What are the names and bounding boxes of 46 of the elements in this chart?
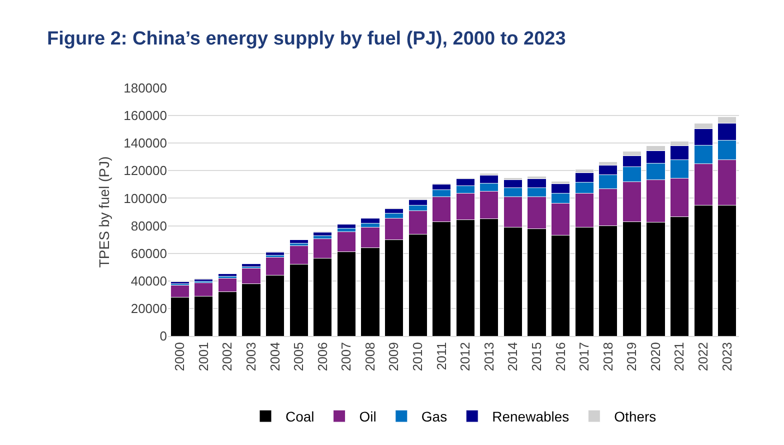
- x-tick-label: 2011: [434, 342, 449, 370]
- x-tick-label: 2008: [362, 342, 378, 372]
- x-tick-label: 2003: [243, 342, 258, 372]
- bar: [360, 218, 380, 224]
- bar: [289, 240, 308, 244]
- x-tick-label: 2016: [552, 342, 568, 372]
- legend-label: Coal: [286, 408, 314, 425]
- x-tick-label: 2001: [196, 342, 211, 372]
- x-tick-label: 2022: [696, 342, 711, 372]
- x-tick-label: 2009: [386, 342, 402, 372]
- x-tick-label: 2004: [267, 342, 282, 372]
- x-tick-label: 2005: [291, 342, 306, 372]
- x-tick-label: 2019: [624, 342, 640, 372]
- legend-label: Others: [614, 408, 656, 425]
- y-tick-label: 120000: [124, 163, 167, 178]
- x-tick-label: 2017: [576, 342, 592, 372]
- x-tick-label: 2018: [600, 342, 616, 372]
- y-tick-label: 100000: [124, 190, 167, 206]
- bar: [336, 224, 356, 229]
- legend-label: Renewables: [492, 408, 570, 425]
- x-tick-label: 2012: [458, 342, 473, 372]
- x-tick-label: 2013: [481, 342, 496, 372]
- y-tick-label: 140000: [124, 136, 167, 151]
- y-tick-label: 160000: [124, 108, 167, 124]
- y-tick-label: 180000: [124, 80, 167, 96]
- y-tick-label: 80000: [130, 218, 167, 234]
- bar: [242, 264, 261, 267]
- legend-label: Oil: [359, 408, 376, 425]
- y-tick-label: 0: [160, 328, 167, 344]
- chart-title: Figure 2: China’s energy supply by fuel (PJ), 2000 to 2023: [47, 28, 566, 50]
- x-tick-label: 2020: [648, 342, 663, 372]
- x-tick-label: 2015: [528, 342, 544, 372]
- x-tick-label: 2002: [220, 342, 235, 372]
- x-tick-label: 2023: [719, 342, 734, 372]
- x-tick-label: 2021: [672, 342, 687, 372]
- x-tick-label: 2010: [410, 342, 426, 372]
- x-tick-label: 2014: [505, 342, 520, 372]
- legend-label: Gas: [421, 408, 448, 425]
- x-tick-label: 2007: [338, 342, 354, 372]
- y-tick-label: 40000: [130, 273, 167, 288]
- y-tick-label: 60000: [130, 246, 167, 261]
- y-axis-title: TPES by fuel (PJ): [96, 156, 112, 268]
- x-tick-label: 2006: [314, 342, 330, 372]
- bar: [218, 274, 238, 277]
- y-tick-label: 20000: [130, 300, 167, 316]
- x-tick-label: 2000: [172, 342, 188, 372]
